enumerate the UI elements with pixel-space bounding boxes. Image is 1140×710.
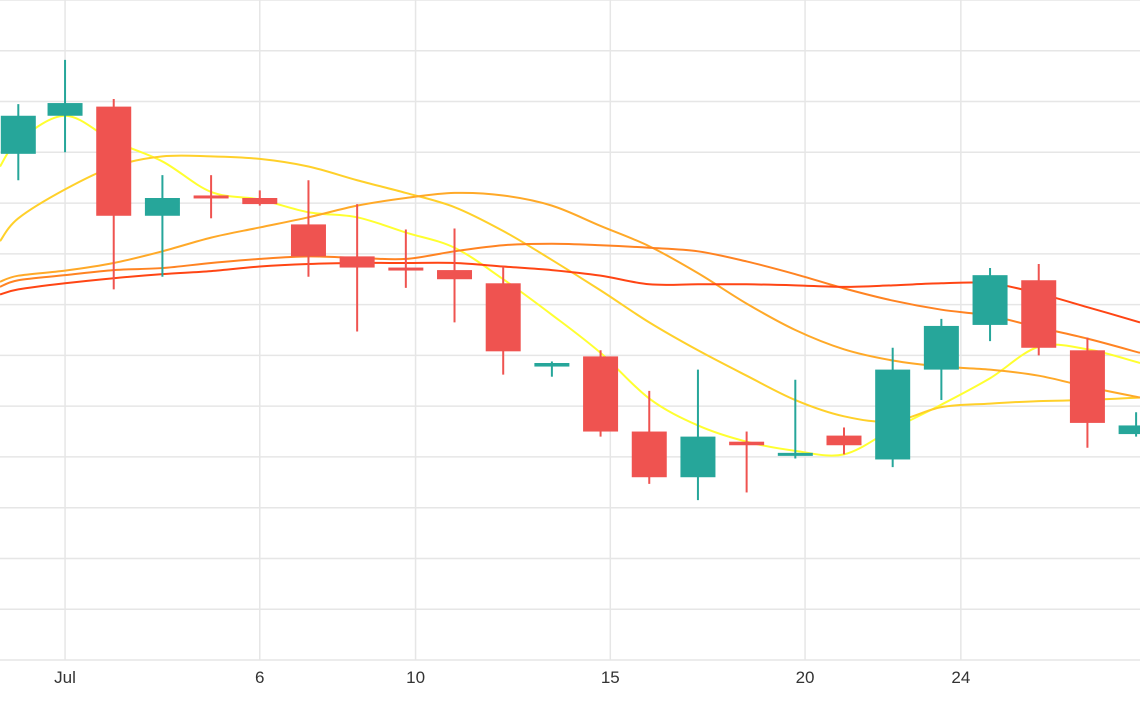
candle-body [144,198,180,216]
candle-body [96,106,132,216]
candle-body [534,363,570,367]
candle-body [485,283,521,352]
candle-decreasing [1021,264,1057,356]
candle-decreasing [583,350,619,437]
candle-decreasing [437,228,473,323]
candle-increasing [923,318,959,401]
candles [0,59,1140,501]
x-tick-label: 6 [255,668,264,687]
candle-decreasing [339,204,375,332]
x-tick-label: Jul [54,668,76,687]
candle-increasing [680,369,716,501]
candle-body [47,103,83,116]
candle-body [583,356,619,432]
candle-increasing [972,268,1008,342]
candle-body [339,256,375,268]
candle-increasing [1118,412,1140,437]
candle-body [826,435,862,446]
candle-body [290,224,326,257]
x-tick-label: 15 [601,668,620,687]
candle-body [0,115,36,154]
candle-decreasing [485,266,521,375]
candle-increasing [875,347,911,468]
moving-average-lines [0,114,1140,457]
moving-average-line-1 [0,114,1140,457]
candle-body [972,275,1008,325]
candle-increasing [47,59,83,153]
candle-decreasing [388,229,424,288]
candle-increasing [777,379,813,459]
candle-body [631,431,667,478]
candle-decreasing [631,390,667,484]
candle-body [1118,425,1140,435]
candle-decreasing [729,431,765,493]
candle-decreasing [193,175,229,219]
candle-decreasing [826,427,862,455]
candle-body [193,195,229,199]
candle-decreasing [290,180,326,277]
candle-body [388,267,424,271]
candle-body [923,325,959,370]
candle-increasing [0,104,36,181]
moving-average-line-3 [0,191,1140,399]
candle-body [729,441,765,446]
candle-decreasing [1069,337,1105,448]
x-axis: Jul 6 10 15 20 24 [54,668,970,687]
candle-body [1021,280,1057,348]
grid [0,0,1140,661]
candle-decreasing [242,190,278,206]
moving-average-line-4 [0,242,1140,354]
candle-increasing [144,175,180,277]
candle-body [777,452,813,456]
candle-body [875,369,911,460]
candle-body [680,436,716,478]
candle-body [1069,350,1105,423]
candle-body [242,198,278,205]
candle-decreasing [96,99,132,290]
moving-average-line-2 [0,154,1140,423]
candle-increasing [534,361,570,377]
x-tick-label: 20 [796,668,815,687]
candle-body [437,270,473,280]
x-tick-label: 10 [406,668,425,687]
x-tick-label: 24 [951,668,970,687]
